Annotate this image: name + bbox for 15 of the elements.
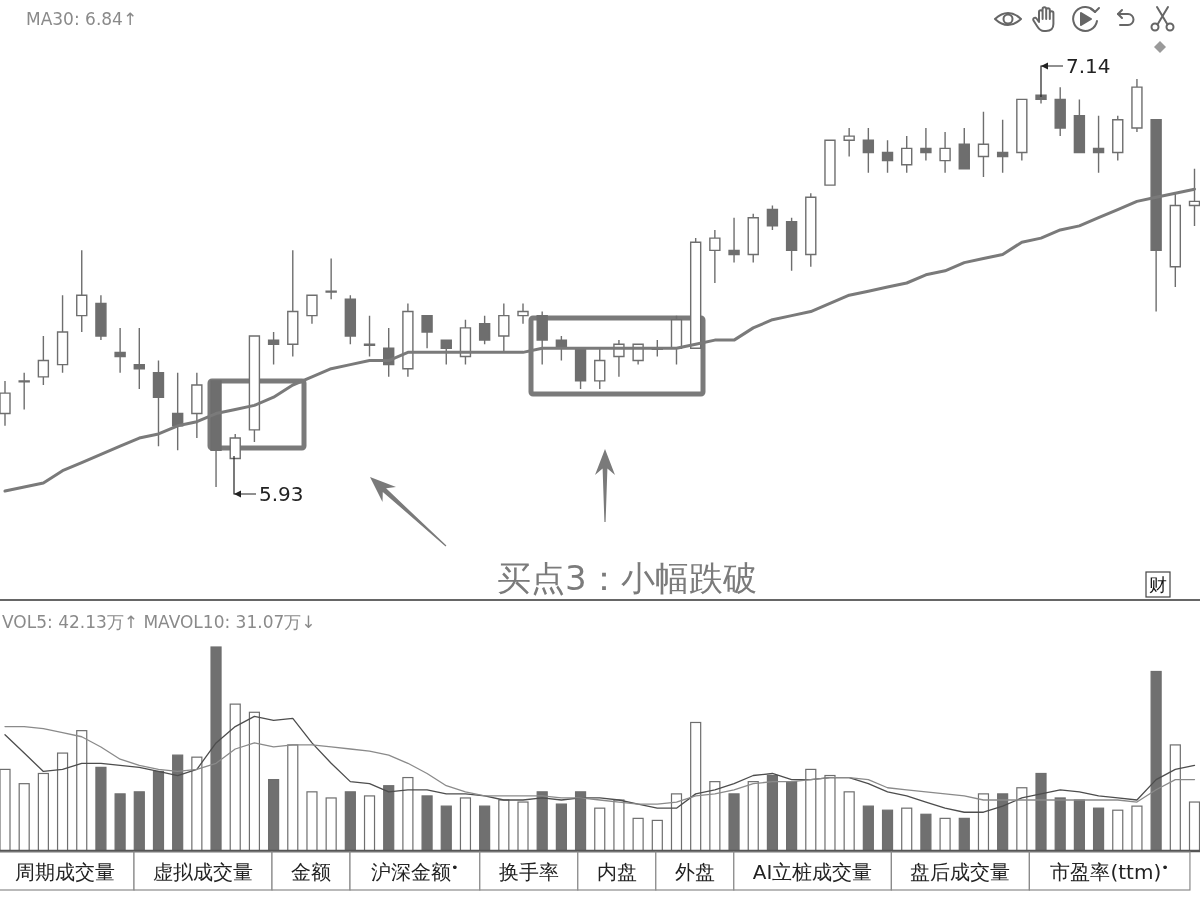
text: 虚拟成交量 [153,860,253,884]
text: 金额 [291,860,331,884]
text: 换手率 [498,860,559,884]
text: 市盈率(ttm)$^{•}$ [1050,859,1169,884]
text: 买点3：小幅跌破 [497,558,757,598]
text: 7.14 [1066,54,1111,78]
text: 周期成交量 [15,860,115,884]
text: 外盘 [674,860,715,884]
text: 沪深金额$^{•}$ [371,859,459,884]
text: 内盘 [596,860,637,884]
chart-title: VOL5: 42.13万↑ MAVOL10: 31.07万↓ [2,612,316,632]
chart-title: MA30: 6.84↑ [26,9,138,29]
text: AI立桩成交量 [752,860,873,884]
annotation: 5.93 [259,482,304,506]
text: 盘后成交量 [910,860,1011,884]
